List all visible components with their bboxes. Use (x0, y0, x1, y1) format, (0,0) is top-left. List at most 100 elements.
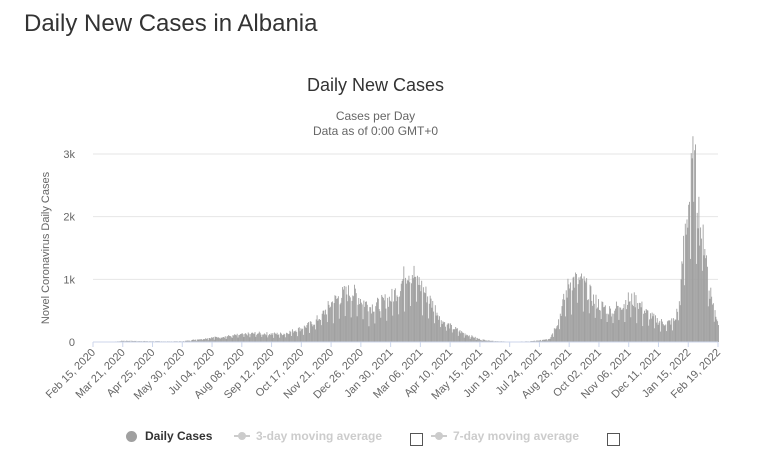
bar (690, 153, 692, 342)
bar (297, 328, 299, 342)
bar (326, 322, 328, 342)
bar (324, 314, 326, 342)
bar (490, 340, 492, 342)
checkbox-7-day-average[interactable] (607, 433, 620, 446)
bar (675, 319, 677, 342)
bar (467, 335, 469, 342)
bar (413, 265, 415, 342)
bar (626, 309, 628, 342)
bar (233, 335, 235, 342)
bar (628, 301, 630, 342)
bar (563, 293, 565, 342)
legend-item-7-day-average[interactable]: 7-day moving average (431, 429, 579, 443)
bar (627, 304, 628, 342)
bar (595, 294, 597, 342)
bar (568, 284, 570, 342)
bar (648, 325, 650, 342)
bar (259, 332, 261, 342)
bar (632, 304, 634, 342)
bar (644, 312, 646, 342)
bar (200, 339, 202, 342)
legend-item-daily-cases[interactable]: Daily Cases (126, 429, 212, 443)
bar (432, 300, 434, 342)
bar (536, 340, 538, 342)
bar (297, 336, 298, 342)
bar (553, 336, 554, 342)
bar (262, 334, 264, 342)
bar (638, 302, 640, 342)
bar (441, 324, 443, 342)
bar (619, 307, 621, 342)
bar (655, 315, 656, 342)
bar (354, 288, 356, 342)
bar (249, 337, 251, 342)
bar (567, 278, 569, 342)
bar (266, 332, 268, 342)
bar (218, 337, 220, 342)
bar (339, 304, 341, 342)
bar (283, 333, 285, 342)
bar (393, 301, 395, 342)
bar (482, 339, 484, 342)
bar (223, 337, 225, 342)
bar (196, 339, 198, 342)
bar (700, 238, 702, 342)
bar (466, 334, 468, 342)
bar (376, 302, 378, 342)
bar (371, 313, 372, 342)
bar (651, 312, 653, 342)
bar (576, 302, 578, 342)
bar (229, 335, 230, 342)
bar (471, 335, 473, 342)
bar (668, 320, 670, 342)
bar (397, 297, 399, 342)
bar (288, 333, 290, 342)
bar (347, 301, 349, 342)
bar (408, 275, 410, 342)
bar (685, 234, 687, 342)
bar (570, 282, 571, 342)
bar (484, 339, 486, 342)
bar (559, 313, 561, 342)
bar (396, 295, 398, 342)
bar (705, 258, 707, 342)
bar (315, 319, 317, 342)
bar (308, 322, 310, 342)
bar (207, 340, 209, 342)
bar (185, 340, 187, 342)
bar (387, 297, 389, 342)
bar (440, 320, 442, 342)
bar (649, 319, 651, 342)
bar (450, 323, 452, 342)
bar (597, 307, 599, 342)
bar (292, 332, 294, 342)
bar (370, 307, 372, 342)
bar (701, 270, 703, 342)
legend-item-3-day-average[interactable]: 3-day moving average (234, 429, 382, 443)
bar (289, 330, 291, 342)
bar (246, 334, 247, 342)
bar (281, 335, 283, 342)
bar (318, 319, 320, 342)
bar (488, 340, 490, 342)
bar (241, 333, 243, 342)
bar (403, 266, 405, 342)
bar (607, 313, 609, 342)
bar (358, 298, 360, 342)
bar (253, 333, 255, 342)
bar (375, 306, 377, 342)
bar (490, 340, 492, 342)
bar (261, 336, 263, 342)
bar (239, 334, 241, 342)
bar (695, 263, 697, 342)
bar (308, 332, 310, 342)
bar (445, 326, 446, 342)
bar (448, 323, 450, 342)
bar (617, 305, 619, 342)
checkbox-3-day-average[interactable] (410, 433, 423, 446)
bar (235, 334, 236, 342)
bar (672, 330, 673, 342)
bar (669, 320, 671, 342)
bar (302, 328, 304, 342)
bar (274, 332, 276, 342)
